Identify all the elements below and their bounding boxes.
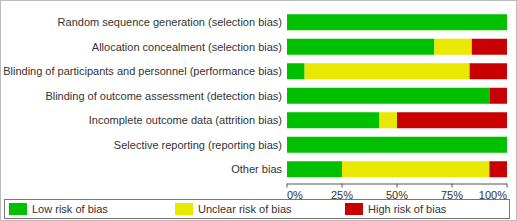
legend-label: Low risk of bias	[32, 203, 108, 215]
x-tick	[452, 184, 453, 188]
legend-label: High risk of bias	[368, 203, 447, 215]
bar-segment	[379, 112, 397, 128]
x-tick-label: 0%	[287, 189, 303, 201]
bar-segment	[287, 88, 489, 104]
x-tick	[507, 184, 508, 188]
bar-segment	[342, 161, 489, 177]
bar-segment	[489, 88, 507, 104]
bar-segment	[287, 63, 305, 79]
x-tick-label: 100%	[479, 189, 507, 201]
chart: Random sequence generation (selection bi…	[0, 0, 517, 221]
x-tick	[287, 184, 288, 188]
legend: Low risk of bias Unclear risk of bias High…	[5, 200, 510, 219]
category-label: Blinding of participants and personnel (…	[3, 65, 282, 77]
x-tick-label: 25%	[331, 189, 353, 201]
category-label: Other bias	[231, 163, 282, 175]
category-label: Random sequence generation (selection bi…	[58, 16, 282, 28]
legend-label: Unclear risk of bias	[198, 203, 292, 215]
legend-box	[5, 200, 510, 219]
legend-swatch	[9, 203, 27, 215]
bar-segment	[287, 14, 507, 30]
x-tick	[397, 184, 398, 188]
category-label: Allocation concealment (selection bias)	[92, 41, 282, 53]
bar-segment	[397, 112, 507, 128]
x-tick-label: 50%	[386, 189, 408, 201]
bar-segment	[434, 39, 471, 55]
bars	[287, 14, 507, 177]
x-tick	[342, 184, 343, 188]
bar-segment	[470, 63, 507, 79]
x-tick-label: 75%	[441, 189, 463, 201]
bar-segment	[472, 39, 507, 55]
frame	[1, 1, 517, 221]
bar-segment	[305, 63, 470, 79]
category-label: Selective reporting (reporting bias)	[114, 139, 282, 151]
legend-swatch	[345, 203, 363, 215]
bar-segment	[489, 161, 507, 177]
legend-swatch	[175, 203, 193, 215]
bar-segment	[287, 39, 434, 55]
category-label: Incomplete outcome data (attrition bias)	[89, 114, 282, 126]
category-label: Blinding of outcome assessment (detectio…	[45, 90, 282, 102]
bar-segment	[287, 112, 379, 128]
bar-segment	[287, 161, 342, 177]
bar-segment	[287, 137, 507, 153]
